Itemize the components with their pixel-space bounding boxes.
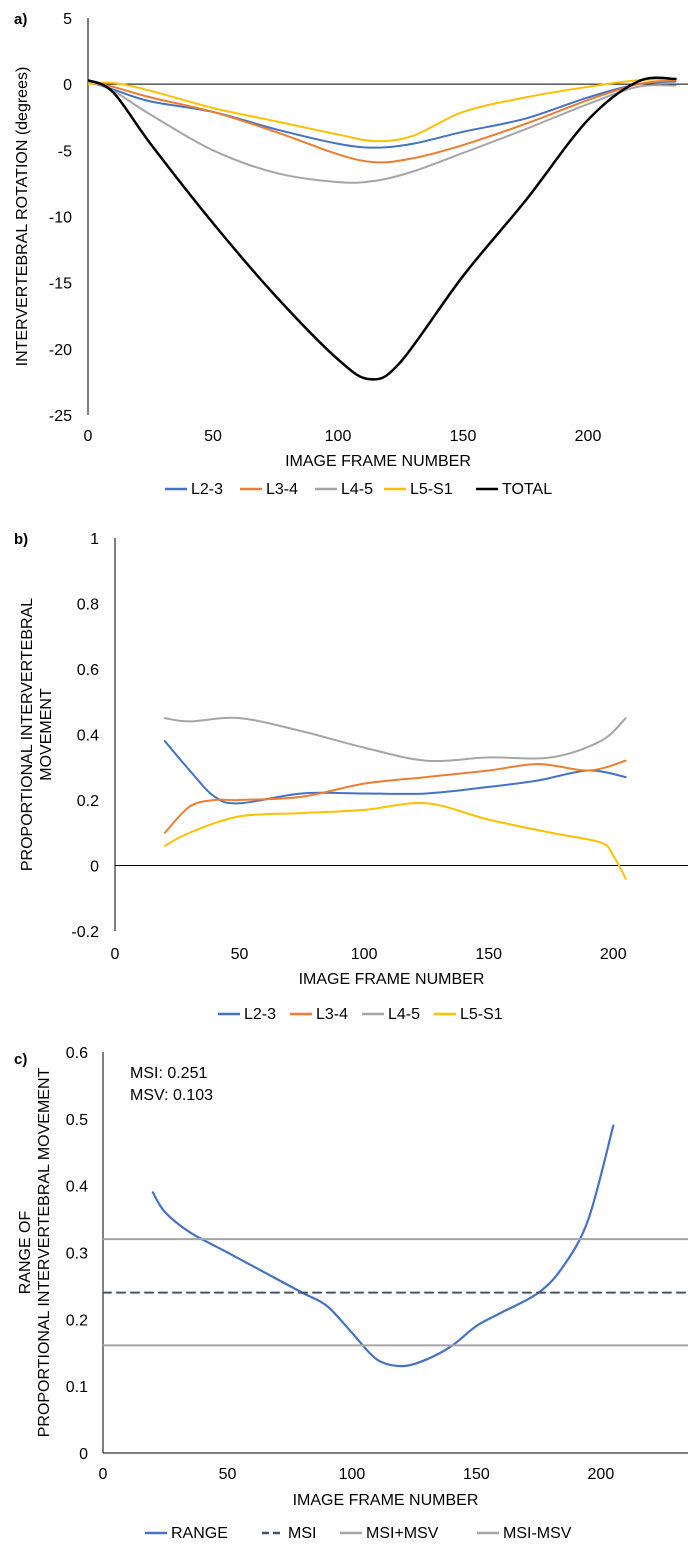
legend-label: RANGE [171,1525,228,1542]
legend-label: MSI [288,1525,316,1542]
y-tick-label: -15 [49,276,72,293]
legend-label: L3-4 [316,1006,348,1023]
y-axis-title: INTERVERTEBRAL ROTATION (degrees) [14,67,31,367]
y-tick-label: 0.5 [66,1112,88,1129]
x-tick-label: 200 [600,946,627,963]
x-tick-label: 50 [219,1466,237,1483]
panel-label: b) [14,531,28,548]
x-tick-label: 0 [111,946,120,963]
legend: L2-3 L3-4 L4-5 L5-S1 [218,1006,503,1023]
legend-label: TOTAL [502,481,552,498]
series-line-total [88,76,677,381]
y-tick-label: 0 [63,77,72,94]
y-tick-label: 0.4 [66,1179,88,1196]
x-tick-label: 100 [351,946,378,963]
y-tick-label: 0 [90,859,99,876]
x-tick-label: 200 [588,1466,615,1483]
y-axis-title: PROPORTIONAL INTERVERTEBRAL MOVEMENT [19,598,55,871]
legend: L2-3 L3-4 L4-5 L5-S1 TOTAL [165,481,552,498]
y-axis-title-line: RANGE OF [17,1210,34,1294]
annotation-text: MSV: 0.103 [130,1087,213,1104]
legend-label: MSI-MSV [503,1525,572,1542]
y-axis-title: RANGE OF PROPORTIONAL INTERVERTEBRAL MOVE… [17,1068,53,1438]
chart-panel-3: c) 0.6 0.5 0.4 0.3 0.2 0.1 00 50 100 150 200 IMAGE F… [14,1045,688,1542]
series-line-range [151,1124,615,1368]
x-tick-label: 150 [450,428,477,445]
series-line-l2-3 [163,740,627,805]
series-line-l4-5 [88,80,677,184]
y-tick-label: 5 [63,11,72,28]
x-tick-label: 50 [204,428,222,445]
y-tick-label: -0.2 [71,924,99,941]
legend-label: L5-S1 [410,481,453,498]
panel-label: a) [14,11,27,28]
series-line-l5-s1 [163,802,627,880]
x-tick-label: 100 [339,1466,366,1483]
legend-label: L3-4 [266,481,298,498]
x-tick-label: 200 [575,428,602,445]
y-axis-title-line: PROPORTIONAL INTERVERTEBRAL MOVEMENT [36,1068,53,1438]
y-axis-title-line: MOVEMENT [38,688,55,781]
chart-panel-2: b) 1 0.8 0.6 0.4 0.2 0 -0.2 0 50 100 150 200 IMAGE FR… [14,531,688,1023]
series-line-l3-4 [88,79,677,164]
legend-label: L2-3 [191,481,223,498]
y-tick-label: -10 [49,210,72,227]
x-tick-label: 150 [463,1466,490,1483]
x-tick-label: 100 [325,428,352,445]
y-axis-title-line: PROPORTIONAL INTERVERTEBRAL [19,598,36,871]
legend-label: L4-5 [341,481,373,498]
legend-label: L2-3 [244,1006,276,1023]
y-tick-label: 0.1 [66,1379,88,1396]
y-tick-label: 0 [79,1446,88,1463]
y-tick-label: 0.8 [77,597,99,614]
y-tick-label: 0.3 [66,1246,88,1263]
y-tick-label: 0.4 [77,728,99,745]
series-line-l2-3 [88,80,677,149]
x-axis-title: IMAGE FRAME NUMBER [293,1492,479,1509]
x-tick-label: 50 [231,946,249,963]
legend-label: L4-5 [388,1006,420,1023]
legend-label: MSI+MSV [366,1525,439,1542]
x-axis-title: IMAGE FRAME NUMBER [285,453,471,470]
y-tick-label: 0.2 [66,1312,88,1329]
y-tick-label: 0.6 [66,1045,88,1062]
legend-label: L5-S1 [460,1006,503,1023]
panel-label: c) [14,1051,27,1068]
x-axis-title: IMAGE FRAME NUMBER [299,971,485,988]
legend: RANGE MSI MSI+MSV MSI-MSV [145,1525,572,1542]
series-line-l3-4 [163,759,627,834]
y-tick-label: 1 [90,531,99,548]
y-tick-label: -20 [49,342,72,359]
x-tick-label: 0 [84,428,93,445]
x-tick-label: 0 [99,1466,108,1483]
x-tick-label: 150 [475,946,502,963]
y-tick-label: 0.6 [77,662,99,679]
series-line-l5-s1 [88,77,677,143]
y-tick-label: -5 [58,143,72,160]
series-line-l4-5 [163,716,627,763]
y-tick-label: 0.2 [77,793,99,810]
annotation-text: MSI: 0.251 [130,1065,207,1082]
y-tick-label: -25 [49,408,72,425]
